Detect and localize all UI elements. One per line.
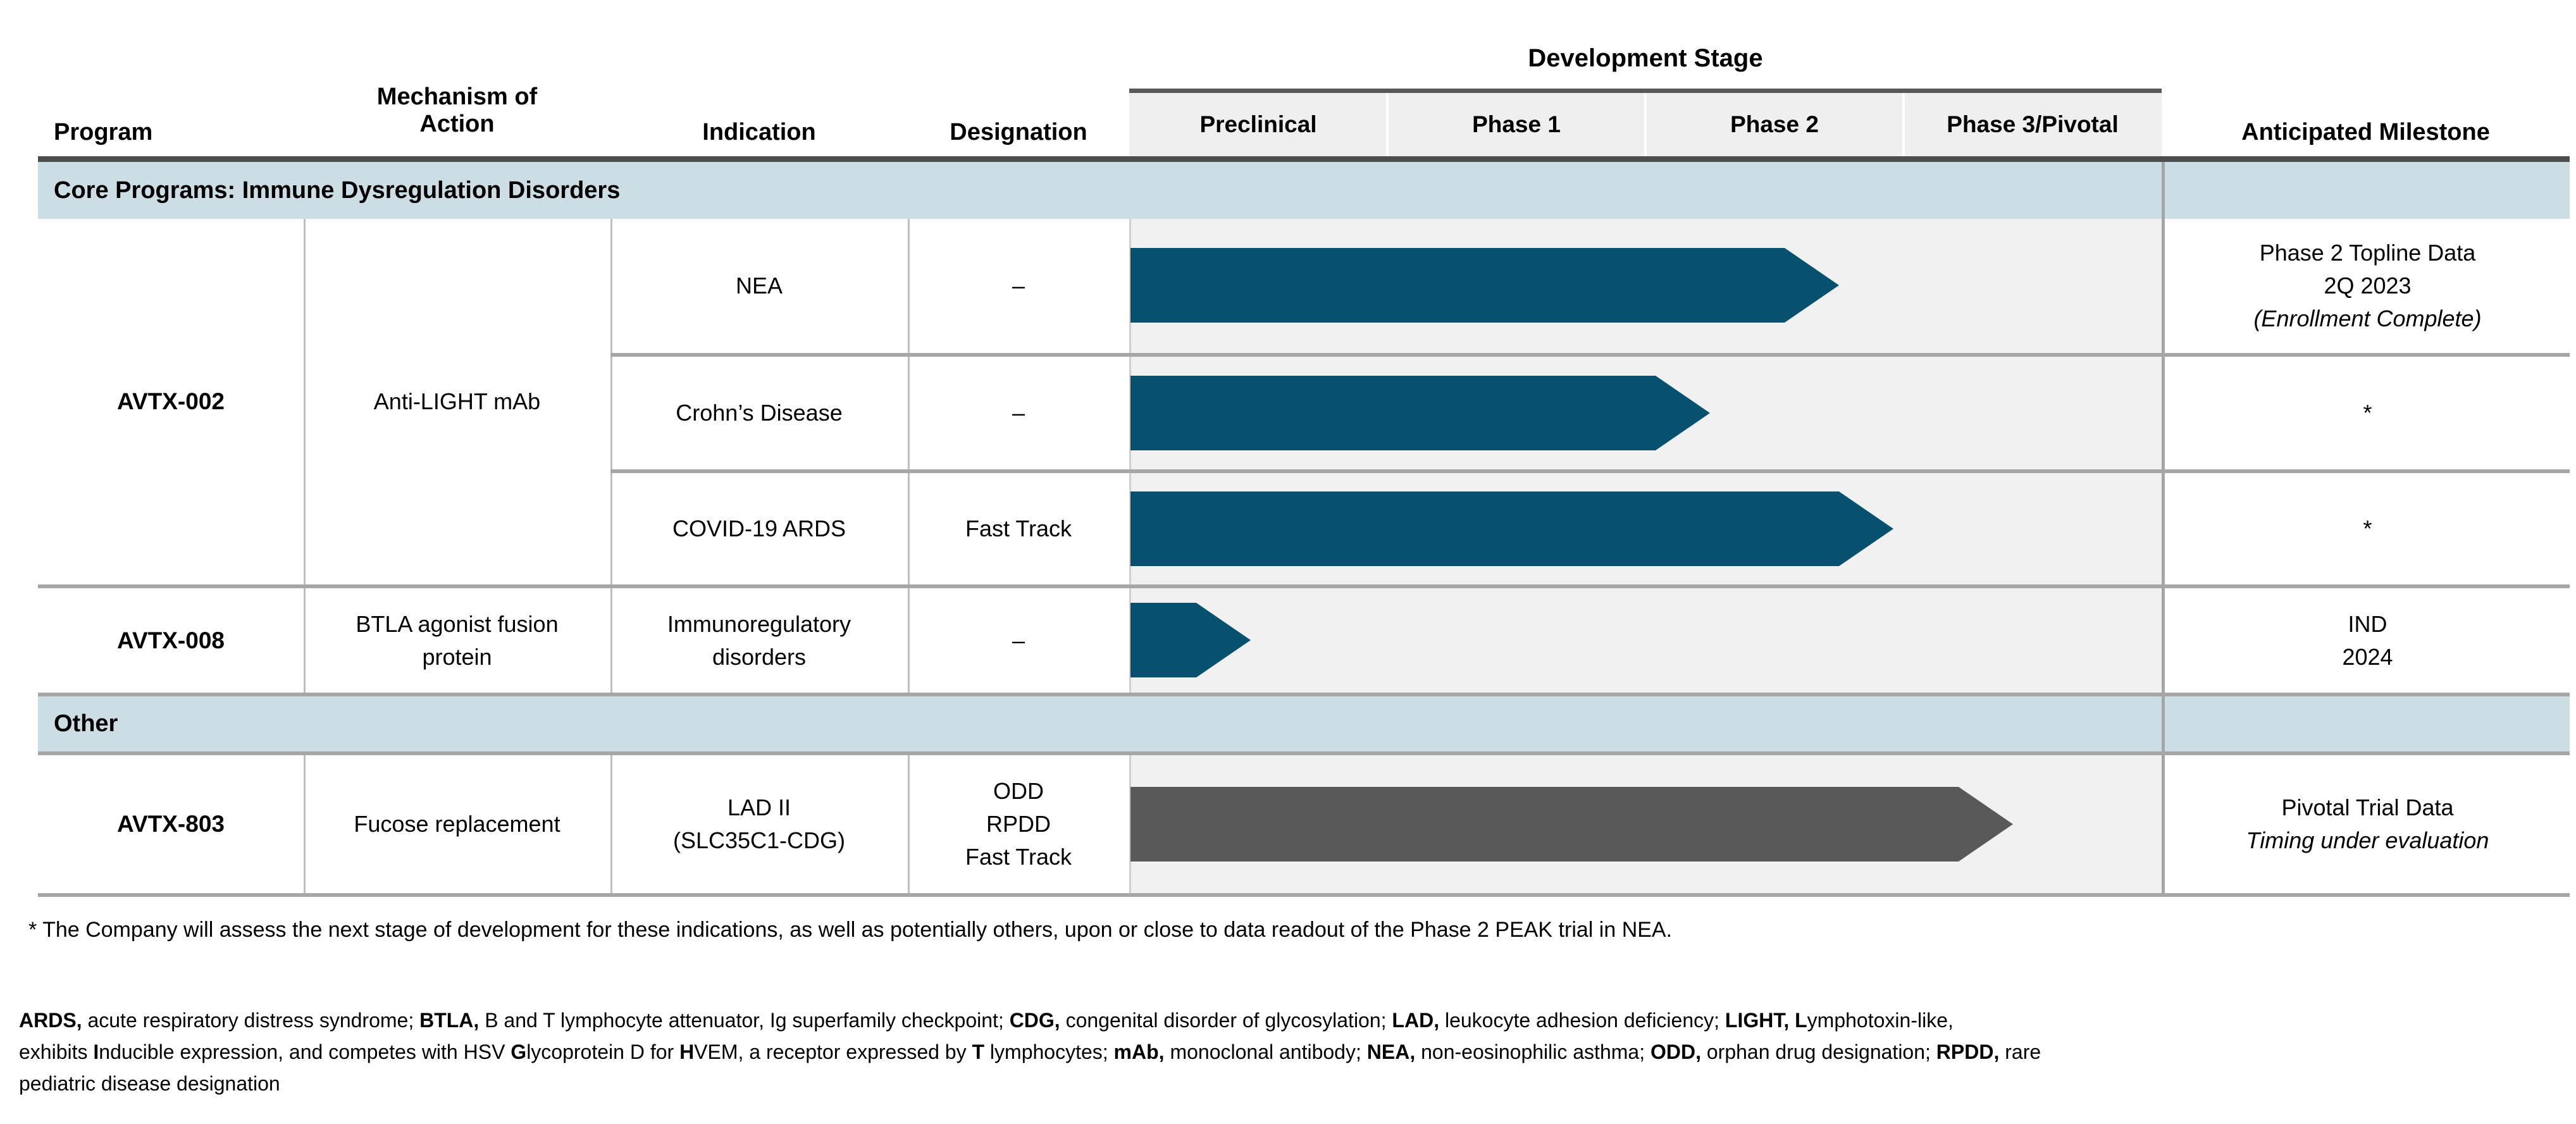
designation-line: Fast Track: [965, 844, 1072, 870]
column-divider: [1129, 219, 1131, 893]
section-band-other-label: Other: [54, 710, 118, 737]
indication-line: (SLC35C1-CDG): [672, 827, 846, 853]
milestone-line: 2024: [2342, 643, 2393, 670]
stage-header-phase2: Phase 2: [1645, 93, 1904, 156]
designation-cell-avtx803: ODD RPDD Fast Track: [908, 755, 1129, 893]
designation-cell-crohns: –: [1012, 400, 1025, 426]
program-cell-avtx008: AVTX-008: [117, 627, 225, 653]
moa-cell-avtx002: Anti-LIGHT mAb: [373, 388, 541, 414]
stage-header-preclinical: Preclinical: [1129, 93, 1387, 156]
designation-cell-avtx008: –: [1012, 627, 1025, 653]
stage-header-gap: [1644, 93, 1647, 156]
pipeline-bar-crohns: [1130, 376, 1710, 450]
milestone-line: (Enrollment Complete): [2253, 306, 2482, 331]
row-divider: [38, 693, 2570, 696]
program-cell-avtx002: AVTX-002: [117, 388, 225, 414]
col-header-moa-line2: Action: [419, 111, 495, 137]
designation-cell-covid: Fast Track: [965, 516, 1072, 541]
designation-line: RPDD: [986, 811, 1051, 837]
stage-header-gap: [1386, 93, 1389, 156]
header-bottom-border: [38, 156, 2570, 162]
abbreviations-block: ARDS, acute respiratory distress syndrom…: [19, 1004, 2556, 1099]
indication-cell-covid: COVID-19 ARDS: [672, 516, 846, 541]
milestone-cell-avtx803: Pivotal Trial Data Timing under evaluati…: [2165, 755, 2570, 893]
dev-stage-bracket-line: [1129, 89, 2162, 93]
pipeline-bar-arrow: [1785, 248, 1839, 323]
stage-header-phase3: Phase 3/Pivotal: [1904, 93, 2162, 156]
milestone-cell-nea: Phase 2 Topline Data 2Q 2023 (Enrollment…: [2165, 219, 2570, 353]
moa-cell-avtx008: BTLA agonist fusion protein: [356, 610, 559, 670]
designation-cell-nea: –: [1012, 273, 1025, 299]
row-divider: [38, 751, 2570, 755]
pipeline-bar-avtx008: [1130, 603, 1251, 677]
col-header-designation: Designation: [950, 119, 1087, 145]
milestone-column-divider: [2162, 162, 2165, 897]
pipeline-bar-arrow: [1839, 491, 1893, 566]
abbreviations-line: pediatric disease designation: [19, 1072, 280, 1095]
col-header-indication: Indication: [702, 119, 816, 145]
milestone-cell-crohns: *: [2363, 400, 2372, 426]
abbreviations-line: exhibits Inducible expression, and compe…: [19, 1041, 2041, 1063]
column-divider: [304, 219, 306, 893]
pipeline-bar-covid: [1130, 491, 1893, 566]
milestone-line: Pivotal Trial Data: [2281, 794, 2454, 820]
row-divider: [610, 353, 2570, 357]
indication-line: LAD II: [727, 794, 791, 820]
pipeline-bar-arrow: [1959, 787, 2013, 862]
col-header-milestone: Anticipated Milestone: [2241, 119, 2490, 145]
program-cell-avtx803: AVTX-803: [117, 811, 225, 837]
stage-header-phase1: Phase 1: [1387, 93, 1645, 156]
section-band-other: Other: [38, 696, 2570, 751]
table-bottom-border: [38, 893, 2570, 897]
col-header-program: Program: [54, 119, 153, 145]
stage-header-gap: [1902, 93, 1905, 156]
indication-cell-avtx803: LAD II (SLC35C1-CDG): [610, 755, 908, 893]
pipeline-bar-arrow: [1656, 376, 1710, 450]
pipeline-bar-avtx803: [1130, 787, 2013, 862]
section-band-core-label: Core Programs: Immune Dysregulation Diso…: [54, 176, 621, 204]
abbreviations-line: ARDS, acute respiratory distress syndrom…: [19, 1009, 1954, 1032]
designation-line: ODD: [993, 778, 1044, 804]
pipeline-bar-nea: [1130, 248, 1839, 323]
column-divider: [908, 219, 910, 893]
indication-cell-avtx008: Immunoregulatory disorders: [667, 610, 851, 670]
col-header-moa: Mechanism of Action: [304, 83, 610, 138]
indication-cell-nea: NEA: [735, 273, 783, 299]
milestone-line: 2Q 2023: [2324, 273, 2412, 299]
column-divider: [610, 219, 612, 893]
milestone-line: Timing under evaluation: [2246, 827, 2489, 853]
indication-cell-crohns: Crohn’s Disease: [676, 400, 843, 426]
pipeline-table: Development Stage Preclinical Phase 1 Ph…: [38, 0, 2570, 897]
milestone-line: Phase 2 Topline Data: [2259, 240, 2476, 266]
moa-cell-avtx803: Fucose replacement: [354, 811, 560, 837]
section-band-core: Core Programs: Immune Dysregulation Diso…: [38, 162, 2570, 219]
milestone-cell-avtx008: IND 2024: [2165, 588, 2570, 693]
row-divider: [610, 469, 2570, 473]
dev-stage-title: Development Stage: [1528, 44, 1763, 72]
milestone-cell-covid: *: [2363, 516, 2372, 541]
col-header-moa-line1: Mechanism of: [376, 83, 538, 110]
pipeline-bar-arrow: [1196, 603, 1251, 677]
row-divider: [38, 584, 2570, 588]
asterisk-footnote: * The Company will assess the next stage…: [28, 918, 1673, 942]
milestone-line: IND: [2348, 610, 2387, 637]
